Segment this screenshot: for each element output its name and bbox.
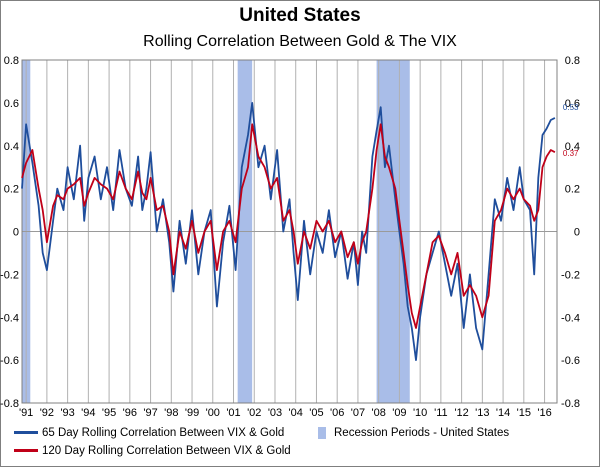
y-tick-right-2: 0.4 [565,141,580,153]
x-tick-09: '09 [392,407,406,419]
series-line-0 [21,102,556,361]
legend-item-recession: Recession Periods - United States [318,427,509,439]
y-tick-right-8: -0.8 [561,398,580,410]
x-tick-94: '94 [81,407,95,419]
y-tick-left-6: -0.4 [0,312,19,324]
y-tick-left-1: 0.6 [4,98,19,110]
y-tick-left-4: 0 [13,227,19,239]
legend-swatch-120day [14,449,38,453]
x-tick-03: '03 [268,407,282,419]
y-tick-right-6: -0.4 [561,312,580,324]
x-tick-08: '08 [371,407,385,419]
x-tick-10: '10 [413,407,427,419]
y-tick-left-0: 0.8 [4,55,19,67]
y-tick-right-5: -0.2 [561,269,580,281]
y-tick-right-0: 0.8 [565,55,580,67]
legend-label-120day: 120 Day Rolling Correlation Between VIX … [42,445,291,457]
x-tick-02: '02 [247,407,261,419]
y-tick-right-4: 0 [574,227,580,239]
y-tick-right-3: 0.2 [565,184,580,196]
x-tick-01: '01 [226,407,240,419]
x-tick-00: '00 [206,407,220,419]
x-tick-96: '96 [123,407,137,419]
x-tick-14: '14 [496,407,510,419]
x-tick-92: '92 [40,407,54,419]
legend-swatch-recession [318,427,326,439]
end-label-0: 0.53 [563,103,579,112]
x-tick-13: '13 [475,407,489,419]
y-tick-left-7: -0.6 [0,355,19,367]
x-tick-95: '95 [102,407,116,419]
chart-subtitle: Rolling Correlation Between Gold & The V… [143,33,457,50]
x-tick-93: '93 [60,407,74,419]
y-tick-right-7: -0.6 [561,355,580,367]
plot-border [21,59,558,404]
series-line-1 [21,123,556,329]
y-tick-left-3: 0.2 [4,184,19,196]
x-tick-99: '99 [185,407,199,419]
legend-label-recession: Recession Periods - United States [334,427,510,440]
y-tick-right-1: 0.6 [565,98,580,110]
end-label-1: 0.37 [563,149,579,158]
x-tick-05: '05 [309,407,323,419]
legend-swatch-65day [14,431,38,435]
x-tick-91: '91 [19,407,33,419]
legend-item-120day: 120 Day Rolling Correlation Between VIX … [14,445,291,457]
x-tick-98: '98 [164,407,178,419]
y-tick-left-5: -0.2 [0,269,19,281]
y-tick-left-8: -0.8 [0,398,19,410]
x-tick-97: '97 [143,407,157,419]
legend-label-65day: 65 Day Rolling Correlation Between VIX &… [42,427,285,439]
x-tick-16: '16 [537,407,551,419]
x-tick-11: '11 [434,407,448,419]
y-tick-left-2: 0.4 [4,141,19,153]
x-tick-12: '12 [454,407,468,419]
x-tick-06: '06 [330,407,344,419]
x-tick-15: '15 [517,407,531,419]
x-tick-04: '04 [289,407,303,419]
chart-title: United States [239,5,361,26]
x-tick-07: '07 [351,407,365,419]
legend-item-65day: 65 Day Rolling Correlation Between VIX &… [14,427,284,439]
